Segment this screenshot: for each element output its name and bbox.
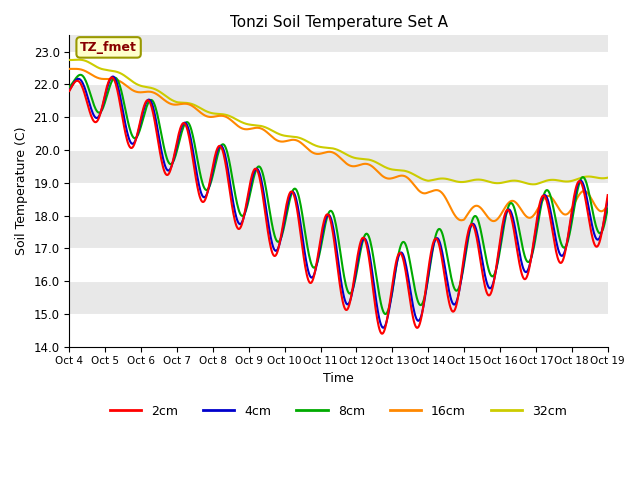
Bar (69, 248, 608, 281)
Bar (69, 117, 608, 150)
Bar (69, 314, 608, 347)
Bar (69, 52, 608, 84)
Text: TZ_fmet: TZ_fmet (80, 41, 137, 54)
Bar (69, 183, 608, 216)
Title: Tonzi Soil Temperature Set A: Tonzi Soil Temperature Set A (230, 15, 447, 30)
Legend: 2cm, 4cm, 8cm, 16cm, 32cm: 2cm, 4cm, 8cm, 16cm, 32cm (105, 400, 572, 423)
Y-axis label: Soil Temperature (C): Soil Temperature (C) (15, 127, 28, 255)
X-axis label: Time: Time (323, 372, 354, 385)
